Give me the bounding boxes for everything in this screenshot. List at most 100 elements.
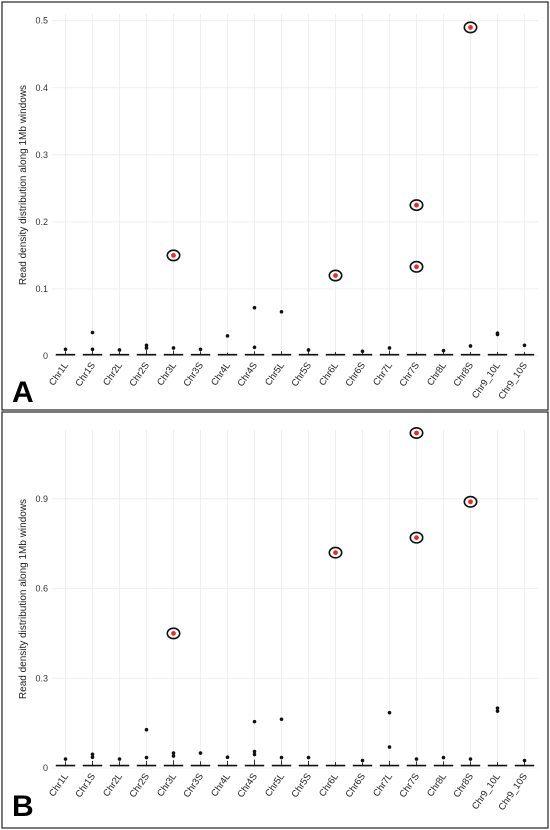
outlier-point [522,343,527,348]
x-category-label: Chr1S [73,771,97,799]
outlier-point [279,717,284,722]
x-category-label: Chr5S [289,771,313,799]
x-category-label: Chr2L [101,771,125,799]
y-tick-label: 0.1 [35,284,48,294]
outlier-point [387,346,392,350]
x-category-label: Chr1L [47,360,71,388]
x-category-label: Chr1S [73,360,97,388]
x-category-label: Chr6L [317,360,341,388]
x-category-label: Chr7S [397,360,421,388]
outlier-point [279,309,284,314]
highlighted-point [468,25,473,30]
y-tick-label: 0.3 [35,673,48,683]
outlier-point [63,347,68,352]
outlier-point [252,345,257,350]
outlier-point [387,710,392,715]
outlier-point [198,751,203,755]
outlier-point [252,305,257,310]
highlight-ring [463,21,478,34]
outlier-point [252,752,257,757]
highlighted-point [171,253,176,258]
x-category-label: Chr7S [397,771,421,799]
highlighted-point [414,430,419,436]
outlier-point [360,758,365,763]
outlier-point [117,348,122,352]
panel-A: 0 0.1 0.2 0.3 0.4 0.5 Read density distributio… [1,1,549,411]
outlier-point [144,727,149,732]
outlier-point [144,346,149,350]
outlier-point [90,330,95,335]
y-tick-label: 0 [43,763,48,773]
highlight-ring [328,546,343,559]
outlier-point [144,343,149,348]
y-tick-label: 0.9 [35,494,48,504]
outlier-point [171,751,176,755]
highlight-ring [409,426,424,439]
x-category-label: Chr4S [235,360,259,388]
outlier-point [90,347,95,352]
highlighted-point [333,550,338,556]
x-category-label: Chr6L [317,771,341,799]
outlier-point [90,752,95,757]
x-category-label: Chr7L [371,771,395,799]
outlier-point [387,745,392,749]
outlier-point [279,755,284,760]
outlier-point [522,758,527,763]
x-category-label: Chr8L [425,360,449,388]
x-category-label: Chr2S [127,360,151,388]
x-category-label: Chr3S [181,360,205,388]
outlier-point [171,346,176,350]
x-category-label: Chr7L [371,360,395,388]
highlight-ring [463,495,478,508]
highlight-ring [409,531,424,544]
outlier-point [90,755,95,760]
x-category-label: Chr3S [181,771,205,799]
x-category-label: Chr6S [343,360,367,388]
highlight-ring [166,627,181,640]
highlighted-point [414,202,419,208]
x-category-label: Chr8S [451,771,475,799]
highlight-ring [328,269,343,282]
outlier-point [117,757,122,761]
outlier-point [360,349,365,354]
outlier-point [468,344,473,348]
x-category-label: Chr2S [127,771,151,799]
highlight-ring [409,199,424,212]
x-category-label: Chr2L [101,360,125,388]
x-category-label: Chr4L [209,771,233,799]
y-tick-label: 0.6 [35,584,48,594]
y-tick-label: 0.5 [35,16,48,26]
x-category-label: Chr5L [263,771,287,799]
x-category-label: Chr5S [289,360,313,388]
highlight-ring [409,260,424,273]
y-tick-label: 0.3 [35,150,48,160]
outlier-point [468,757,473,761]
outlier-point [495,331,500,336]
outlier-point [225,334,230,338]
outlier-point [252,719,257,724]
highlighted-point [414,264,419,270]
outlier-point [171,754,176,758]
y-tick-label: 0.2 [35,217,48,227]
highlighted-point [171,630,176,636]
x-category-label: Chr8S [451,360,475,388]
outlier-point [63,757,68,761]
outlier-point [252,749,257,754]
y-axis-title: Read density distribution along 1Mb wind… [18,85,29,285]
highlighted-point [468,499,473,505]
outlier-point [144,755,149,760]
panel-frame [1,411,549,829]
y-tick-label: 0 [43,351,48,361]
panel-letter: A [12,376,34,409]
outlier-point [495,706,500,710]
highlighted-point [414,535,419,541]
panel-letter: B [12,790,34,823]
outlier-point [495,709,500,713]
x-category-label: Chr3L [155,771,179,799]
outlier-point [306,348,311,352]
outlier-point [306,755,311,760]
x-category-label: Chr3L [155,360,179,388]
x-category-label: Chr6S [343,771,367,799]
